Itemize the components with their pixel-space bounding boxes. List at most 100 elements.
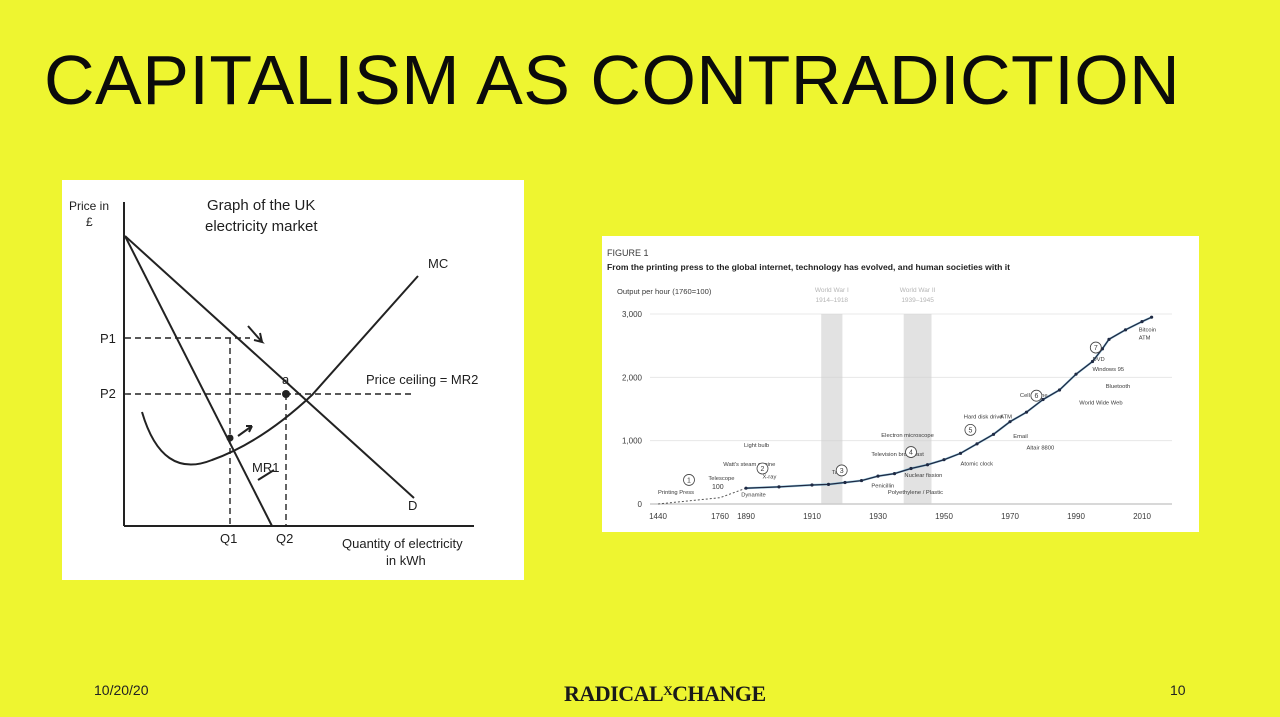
invention-label: Dynamite xyxy=(741,492,765,498)
series-point xyxy=(1074,372,1078,376)
x-tick-label: 1950 xyxy=(935,512,953,521)
point-a xyxy=(282,390,290,398)
war-shade xyxy=(903,314,932,504)
price-ceiling-label: Price ceiling = MR2 xyxy=(366,372,478,387)
demand-line xyxy=(124,235,415,499)
y-axis-label-line2: £ xyxy=(86,215,93,229)
arrow-down-demand xyxy=(247,325,265,344)
invention-label: Bitcoin xyxy=(1139,328,1156,334)
circled-number-text: 1 xyxy=(687,477,691,484)
circled-number-ring xyxy=(756,462,769,475)
y-tick-labels: 0 1,000 2,000 3,000 xyxy=(622,310,643,509)
invention-annotations: Printing Press Telescope Watt's steam engi… xyxy=(658,328,1156,499)
circled-number-ring xyxy=(905,446,917,458)
mc-curve xyxy=(141,275,419,466)
technology-output-chart: FIGURE 1 From the printing press to the … xyxy=(602,236,1199,532)
y-axis-label: Output per hour (1760=100) xyxy=(617,287,712,296)
war-label-name: World War II xyxy=(900,287,936,294)
invention-label: ATM xyxy=(1000,415,1012,421)
series-point xyxy=(991,432,996,436)
x-tick-label: 1910 xyxy=(803,512,821,521)
series-point xyxy=(826,482,831,486)
x-tick-label: 2010 xyxy=(1133,512,1151,521)
series-point xyxy=(942,458,946,462)
mr1-line xyxy=(124,235,273,527)
slide-title: CAPITALISM AS CONTRADICTION xyxy=(44,41,1181,119)
invention-label: DVD xyxy=(1093,357,1105,363)
invention-label: Hard disk drive xyxy=(964,415,1003,421)
circled-number-text: 3 xyxy=(840,468,844,475)
logo-text-right: CHANGE xyxy=(672,681,766,706)
x-tick-label: 1760 xyxy=(711,512,729,521)
mr1-pointer-arrow xyxy=(257,469,275,481)
invention-label: Television broadcast xyxy=(871,452,924,458)
d-label: D xyxy=(408,498,417,513)
radicalxchange-logo: RADICALXCHANGE xyxy=(564,681,766,707)
circled-number-ring xyxy=(964,423,977,436)
series-point xyxy=(876,474,880,478)
y-tick-label: 0 xyxy=(638,500,643,509)
page-number: 10 xyxy=(1170,682,1186,698)
series-point xyxy=(975,442,979,446)
invention-label: Polyethylene / Plastic xyxy=(888,490,943,496)
graph-title-line1: Graph of the UK xyxy=(207,197,315,214)
invention-label: X-ray xyxy=(763,475,777,481)
circled-numbers: 1 2 3 4 5 6 7 xyxy=(683,341,1102,486)
war-shading: World War I 1914–1918 World War II 1939–194… xyxy=(815,287,936,504)
x-tick-label: 1970 xyxy=(1001,512,1019,521)
series-point xyxy=(925,463,930,467)
series-point xyxy=(1150,315,1154,319)
invention-label: ATM xyxy=(1139,335,1151,341)
circled-number-ring xyxy=(1030,389,1043,402)
x-axis-label-line1: Quantity of electricity xyxy=(342,536,463,551)
q1-label: Q1 xyxy=(220,531,237,546)
y-tick-label: 3,000 xyxy=(622,310,643,319)
series-point xyxy=(810,483,814,487)
war-label-years: 1939–1945 xyxy=(901,297,934,304)
q2-label: Q2 xyxy=(276,531,293,546)
footer-date: 10/20/20 xyxy=(94,682,149,698)
x-tick-label: 1890 xyxy=(737,512,755,521)
series-point xyxy=(958,451,963,455)
series-point xyxy=(1107,337,1111,341)
series-point xyxy=(1041,397,1045,402)
y-tick-label: 1,000 xyxy=(622,437,643,446)
circled-number-ring xyxy=(683,474,695,486)
invention-label: Penicillin xyxy=(871,484,894,490)
invention-label: Altair 8800 xyxy=(1027,446,1055,452)
series-point xyxy=(909,466,913,471)
tech-chart-svg: FIGURE 1 From the printing press to the … xyxy=(607,248,1172,521)
p1-label: P1 xyxy=(100,331,116,346)
uk-electricity-market-graph: Graph of the UK electricity market Price… xyxy=(62,180,524,580)
x-tick-label: 1440 xyxy=(649,512,667,521)
circled-number-text: 6 xyxy=(1034,393,1038,400)
value-label-100: 100 xyxy=(712,484,724,491)
logo-text-left: RADICAL xyxy=(564,681,664,706)
series-point xyxy=(1024,410,1029,414)
series-point xyxy=(744,486,748,490)
series-point xyxy=(1140,320,1144,324)
circled-number-text: 4 xyxy=(909,449,913,456)
mc-label: MC xyxy=(428,256,448,271)
invention-label: Telescope xyxy=(708,476,734,482)
invention-label: Nuclear fission xyxy=(904,473,942,479)
invention-label: Watt's steam engine xyxy=(723,462,775,468)
logo-text-x: X xyxy=(663,683,673,698)
circled-number-text: 2 xyxy=(761,466,765,473)
y-axis-label-line1: Price in xyxy=(69,199,109,213)
graph-title-line2: electricity market xyxy=(205,218,318,235)
invention-label: Light bulb xyxy=(744,443,769,449)
series-point xyxy=(892,472,897,476)
series-point xyxy=(1090,359,1095,364)
invention-label: Email xyxy=(1013,434,1028,440)
series-early-dotted xyxy=(657,487,747,505)
a-label: a xyxy=(282,372,290,387)
series-point xyxy=(1123,328,1128,332)
war-shade xyxy=(821,314,843,504)
figure-label: FIGURE 1 xyxy=(607,248,649,258)
war-label-name: World War I xyxy=(815,287,849,294)
circled-number-ring xyxy=(835,464,848,477)
output-series xyxy=(657,315,1154,505)
arrow-up-mc xyxy=(237,425,253,437)
invention-label: Atomic clock xyxy=(961,461,994,467)
